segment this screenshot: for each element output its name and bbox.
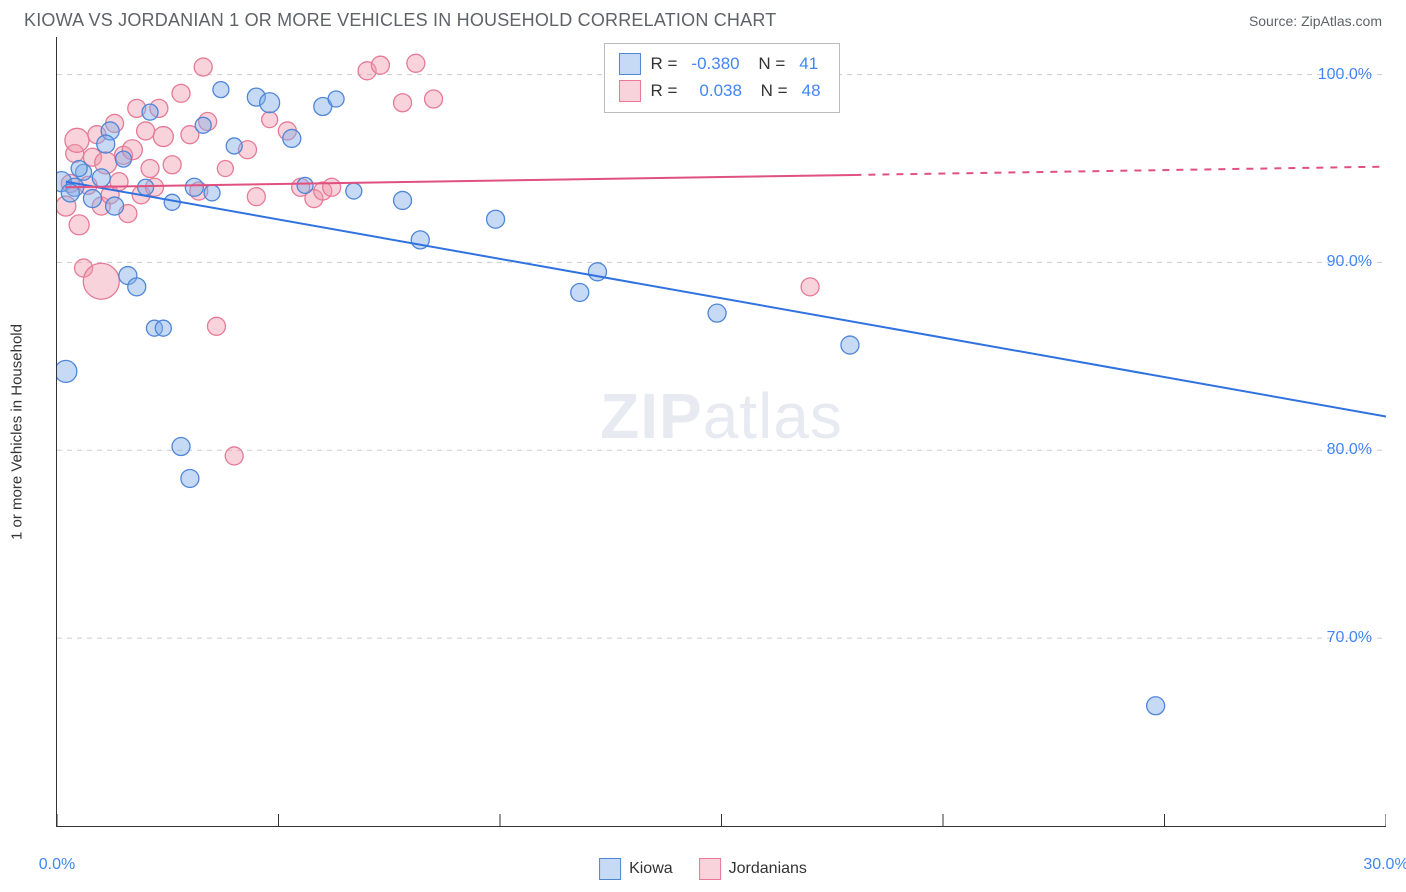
y-tick-label: 80.0% [1327,441,1372,459]
stats-row-jordanians: R = 0.038 N = 48 [618,77,824,104]
y-axis-label: 1 or more Vehicles in Household [9,324,26,540]
bottom-legend: Kiowa Jordanians [599,858,807,880]
y-tick-label: 90.0% [1327,253,1372,271]
legend-item-kiowa: Kiowa [599,858,673,880]
y-tick-label: 70.0% [1327,629,1372,647]
chart-header: KIOWA VS JORDANIAN 1 OR MORE VEHICLES IN… [0,0,1406,37]
swatch-kiowa [618,53,640,75]
chart-source: Source: ZipAtlas.com [1249,13,1382,29]
chart-title: KIOWA VS JORDANIAN 1 OR MORE VEHICLES IN… [24,10,776,31]
stats-row-kiowa: R = -0.380 N = 41 [618,50,824,77]
y-tick-label: 100.0% [1318,66,1372,84]
swatch-jordanians [618,80,640,102]
swatch-jordanians-icon [699,858,721,880]
chart-area: ZIPatlas R = -0.380 N = 41 R = 0.038 N =… [56,37,1386,827]
x-tick-label: 30.0% [1363,856,1406,874]
legend-item-jordanians: Jordanians [699,858,807,880]
stats-legend-box: R = -0.380 N = 41 R = 0.038 N = 48 [603,43,839,113]
x-tick-label: 0.0% [39,856,75,874]
scatter-plot-svg [57,37,1386,826]
swatch-kiowa-icon [599,858,621,880]
